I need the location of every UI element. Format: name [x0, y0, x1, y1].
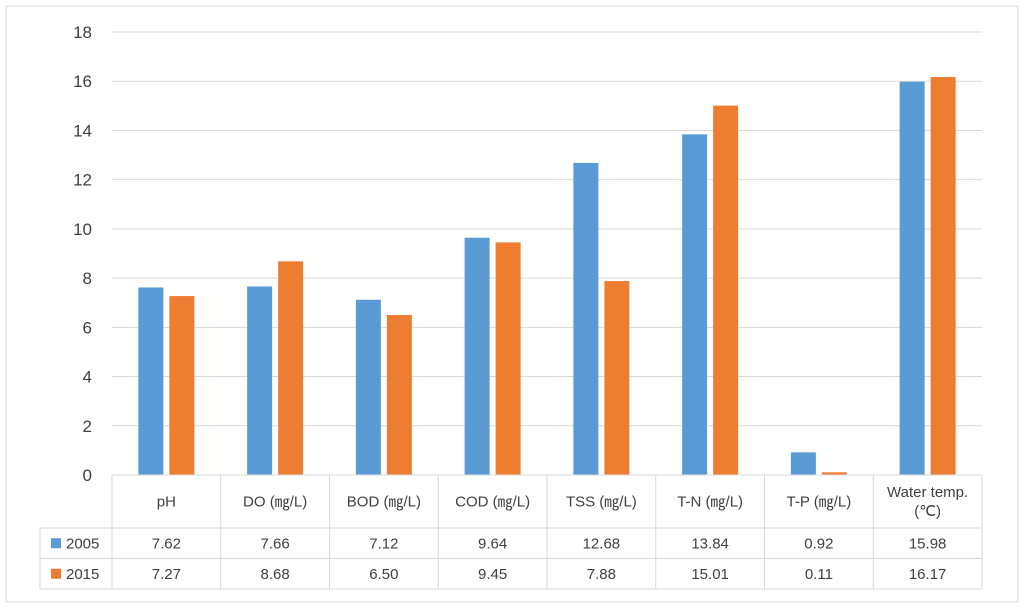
y-tick-label: 12	[73, 171, 92, 190]
data-label: 7.62	[152, 535, 181, 552]
category-label: (℃)	[914, 503, 941, 520]
bar-2015-6	[821, 472, 847, 475]
bar-2005-0	[138, 287, 164, 475]
legend-key-2015	[51, 568, 61, 579]
bar-2005-7	[899, 81, 925, 475]
bar-2015-1	[278, 261, 304, 475]
bar-2005-6	[790, 452, 816, 475]
y-tick-label: 2	[83, 417, 92, 436]
data-label: 12.68	[583, 535, 621, 552]
category-label: pH	[157, 494, 176, 511]
category-label: BOD (㎎/L)	[347, 494, 421, 511]
bar-2015-3	[495, 242, 521, 475]
legend-label: 2005	[66, 535, 99, 552]
category-label: TSS (㎎/L)	[566, 494, 637, 511]
data-label: 16.17	[909, 566, 947, 583]
bars	[138, 77, 956, 476]
legend-key-2005	[51, 538, 61, 549]
y-tick-label: 6	[83, 318, 92, 337]
y-tick-label: 16	[73, 72, 92, 91]
y-tick-label: 10	[73, 220, 92, 239]
bar-2005-3	[464, 237, 490, 475]
y-axis-ticks: 0 2 4 6 8 10 12 14 16 18	[73, 23, 92, 485]
data-label: 8.68	[261, 566, 290, 583]
data-label: 7.88	[587, 566, 616, 583]
category-label: COD (㎎/L)	[455, 494, 530, 511]
y-tick-label: 8	[83, 269, 92, 288]
y-tick-label: 4	[83, 368, 92, 387]
data-label: 7.66	[261, 535, 290, 552]
bar-2005-1	[247, 286, 273, 475]
category-label: DO (㎎/L)	[243, 494, 307, 511]
legend-label: 2015	[66, 566, 99, 583]
bar-2005-2	[355, 299, 381, 475]
data-label: 13.84	[691, 535, 729, 552]
bar-2015-5	[713, 105, 739, 475]
bar-2015-7	[930, 77, 956, 475]
data-label: 0.92	[804, 535, 833, 552]
data-label: 6.50	[369, 566, 398, 583]
data-label: 7.12	[369, 535, 398, 552]
data-label: 15.98	[909, 535, 947, 552]
data-label: 9.64	[478, 535, 507, 552]
data-label: 7.27	[152, 566, 181, 583]
category-label: T-N (㎎/L)	[677, 494, 743, 511]
y-tick-label: 0	[83, 466, 92, 485]
category-label: T-P (㎎/L)	[787, 494, 852, 511]
data-label: 0.11	[805, 566, 833, 583]
bar-2015-0	[169, 296, 195, 475]
bar-2005-5	[682, 134, 708, 476]
bar-2015-4	[604, 281, 630, 475]
category-label: Water temp.	[887, 484, 968, 501]
bar-2015-2	[386, 315, 412, 475]
y-tick-label: 18	[73, 23, 92, 42]
data-table: pH DO (㎎/L) BOD (㎎/L) COD (㎎/L) TSS (㎎/L) T-N…	[39, 474, 983, 590]
y-tick-label: 14	[73, 121, 92, 140]
data-label: 9.45	[478, 566, 507, 583]
data-label: 15.01	[691, 566, 729, 583]
bar-2005-4	[573, 162, 599, 476]
